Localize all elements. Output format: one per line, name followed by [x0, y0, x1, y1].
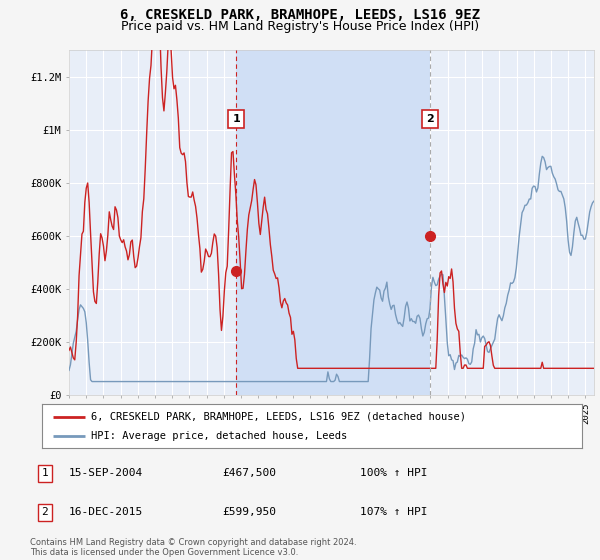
Text: 1: 1: [41, 468, 49, 478]
Text: 6, CRESKELD PARK, BRAMHOPE, LEEDS, LS16 9EZ (detached house): 6, CRESKELD PARK, BRAMHOPE, LEEDS, LS16 …: [91, 412, 466, 422]
Text: 6, CRESKELD PARK, BRAMHOPE, LEEDS, LS16 9EZ: 6, CRESKELD PARK, BRAMHOPE, LEEDS, LS16 …: [120, 8, 480, 22]
Text: 107% ↑ HPI: 107% ↑ HPI: [360, 507, 427, 517]
Text: 15-SEP-2004: 15-SEP-2004: [69, 468, 143, 478]
Text: 16-DEC-2015: 16-DEC-2015: [69, 507, 143, 517]
Text: HPI: Average price, detached house, Leeds: HPI: Average price, detached house, Leed…: [91, 431, 347, 441]
Text: Price paid vs. HM Land Registry's House Price Index (HPI): Price paid vs. HM Land Registry's House …: [121, 20, 479, 32]
Text: 100% ↑ HPI: 100% ↑ HPI: [360, 468, 427, 478]
Text: 2: 2: [41, 507, 49, 517]
Text: 2: 2: [426, 114, 434, 124]
Bar: [236, 50, 430, 395]
Text: Contains HM Land Registry data © Crown copyright and database right 2024.
This d: Contains HM Land Registry data © Crown c…: [30, 538, 356, 557]
Text: £599,950: £599,950: [222, 507, 276, 517]
Text: £467,500: £467,500: [222, 468, 276, 478]
Text: 1: 1: [232, 114, 240, 124]
